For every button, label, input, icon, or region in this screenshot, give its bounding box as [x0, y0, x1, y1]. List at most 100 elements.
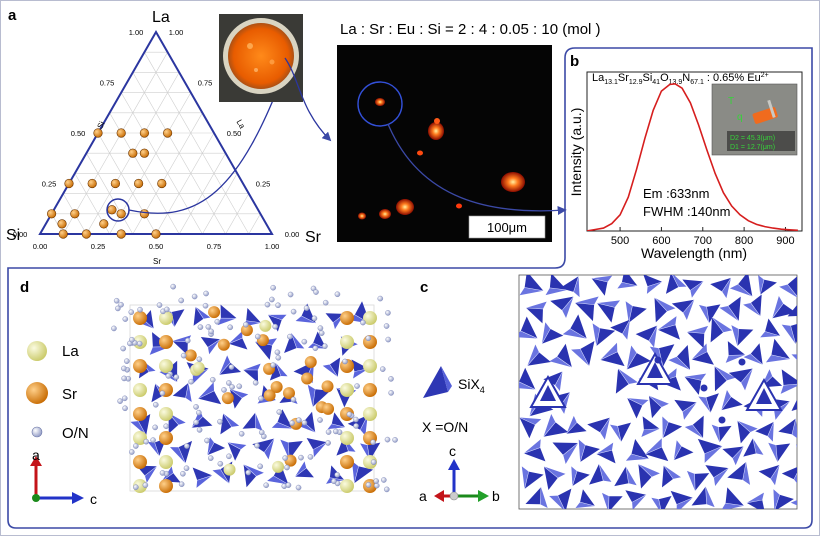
structure-d-on-atom	[122, 316, 129, 322]
ternary-gridline	[97, 132, 157, 235]
structure-d-on-atom	[272, 323, 278, 330]
structure-c-tetrahedron	[602, 492, 623, 509]
structure-c-tetrahedron	[566, 415, 587, 434]
structure-d-on-atom	[202, 302, 209, 309]
structure-c-tetrahedron	[562, 314, 587, 339]
vertex-si: Si	[6, 227, 20, 244]
structure-d-on-atom	[365, 335, 372, 342]
structure-c-tetrahedron	[625, 301, 647, 323]
structure-d-on-atom	[353, 423, 359, 429]
structure-c-tetrahedron	[648, 395, 669, 419]
structure-c-atom	[700, 384, 708, 392]
structure-d-on-atom	[388, 376, 394, 382]
structure-d-on-atom	[287, 333, 293, 340]
structure-c-tetrahedron	[654, 297, 676, 323]
structure-c-tetrahedron	[543, 371, 563, 392]
structure-c-tetrahedron	[626, 345, 651, 370]
ternary-tick-bottom: 0.75	[207, 242, 222, 251]
ternary-ticks: 0.00 1.00 0.00 0.25 0.75 0.25 0.50 0.50 0.50 0.75…	[13, 28, 300, 251]
structure-d-sr-atom	[240, 324, 253, 337]
structure-d-on-atom	[282, 455, 288, 461]
structure-d-on-atom	[383, 323, 390, 329]
structure-d-on-atom	[252, 379, 259, 386]
structure-d-on-atom	[165, 373, 172, 379]
ternary-point	[58, 229, 68, 239]
ternary-gridline	[225, 193, 250, 235]
panel-letter-b: b	[570, 53, 579, 70]
six4-tetra-icon	[423, 366, 452, 398]
structure-d-sr-atom	[159, 431, 173, 445]
ternary-point	[116, 229, 126, 239]
structure-d-on-atom	[270, 284, 276, 291]
structure-d-on-atom	[229, 384, 235, 390]
structure-d-la-atom	[340, 383, 354, 397]
ternary-point	[93, 128, 103, 138]
structure-d-tetrahedron	[322, 357, 341, 378]
structure-c-tetrahedron	[729, 275, 753, 297]
ternary-point	[163, 128, 173, 138]
structure-c-tetrahedron	[549, 343, 573, 368]
sample-photo	[219, 14, 332, 142]
structure-d-on-atom	[317, 325, 324, 331]
structure-d-on-atom	[263, 482, 269, 489]
axis-b-label-c: b	[492, 488, 500, 504]
spectrum-x-ticks: 500 600 700 800 900	[611, 227, 795, 247]
structure-c-tetrahedron	[758, 464, 780, 486]
structure-c-tetrahedron	[671, 299, 695, 321]
structure-c-tetrahedron	[673, 440, 694, 461]
structure-c-tetrahedron	[552, 442, 579, 464]
ternary-point	[139, 148, 149, 158]
structure-d-on-atom	[205, 324, 212, 330]
ternary-tick-right: 0.00	[285, 230, 300, 239]
structure-c-tetrahedron	[691, 343, 714, 365]
structure-d-la-atom	[340, 479, 354, 493]
structure-c-tetrahedron	[710, 316, 733, 343]
structure-d-on-atom	[307, 454, 314, 460]
structure-c-tetrahedron	[727, 461, 751, 485]
structure-d-tetrahedron	[252, 438, 275, 460]
structure-d-on-atom	[243, 321, 249, 328]
ternary-gridline	[144, 52, 250, 235]
structure-d-on-atom	[313, 289, 319, 295]
structure-c-tetrahedron	[541, 322, 564, 344]
structure-d-sr-atom	[217, 338, 230, 351]
structure-d-sr-atom	[263, 389, 276, 402]
structure-d-on-atom	[115, 305, 121, 312]
structure-c-tetrahedron	[661, 465, 681, 488]
structure-c-tetrahedron	[684, 373, 707, 395]
structure-d-on-atom	[318, 330, 325, 336]
inset-mark-q: q	[737, 112, 743, 123]
structure-c-tetrahedron	[571, 466, 590, 487]
structure-d-tetrahedron	[192, 467, 213, 488]
structure-d-on-atom	[287, 291, 294, 298]
structure-d-on-atom	[221, 387, 227, 393]
structure-d-on-atom	[236, 383, 243, 390]
spectrum-y-label: Intensity (a.u.)	[568, 108, 584, 197]
structure-d-cell	[129, 304, 375, 492]
legend-sr-atom	[26, 382, 48, 404]
photo-to-micrograph-arrow	[284, 57, 332, 142]
ternary-point	[134, 178, 144, 189]
structure-d-on-atom	[143, 438, 150, 445]
structure-d-tetrahedron	[229, 388, 249, 409]
structure-d-tetrahedron	[307, 384, 331, 407]
structure-d-on-atom	[227, 324, 234, 331]
structure-d-la-atom	[159, 407, 173, 421]
structure-d-tetrahedron	[267, 463, 289, 485]
structure-d-on-atom	[388, 390, 394, 396]
structure-d-sr-atom	[133, 359, 147, 373]
structure-d-on-atom	[128, 309, 135, 315]
structure-d-la-atom	[159, 455, 173, 469]
structure-d-on-atom	[183, 465, 190, 472]
structure-d-la-atom	[159, 311, 173, 325]
structure-d-on-atom	[254, 333, 261, 340]
structure-d-on-atom	[117, 398, 123, 404]
structure-d-tetrahedron	[308, 331, 327, 349]
structure-d-on-atom	[159, 470, 166, 476]
structure-d-on-atom	[285, 482, 292, 488]
structure-d-on-atom	[298, 454, 304, 461]
ternary-point	[157, 178, 167, 189]
structure-c-tetrahedron	[519, 367, 536, 390]
structure-c-tetrahedron	[791, 354, 797, 369]
structure-d-sr-atom	[340, 311, 354, 325]
